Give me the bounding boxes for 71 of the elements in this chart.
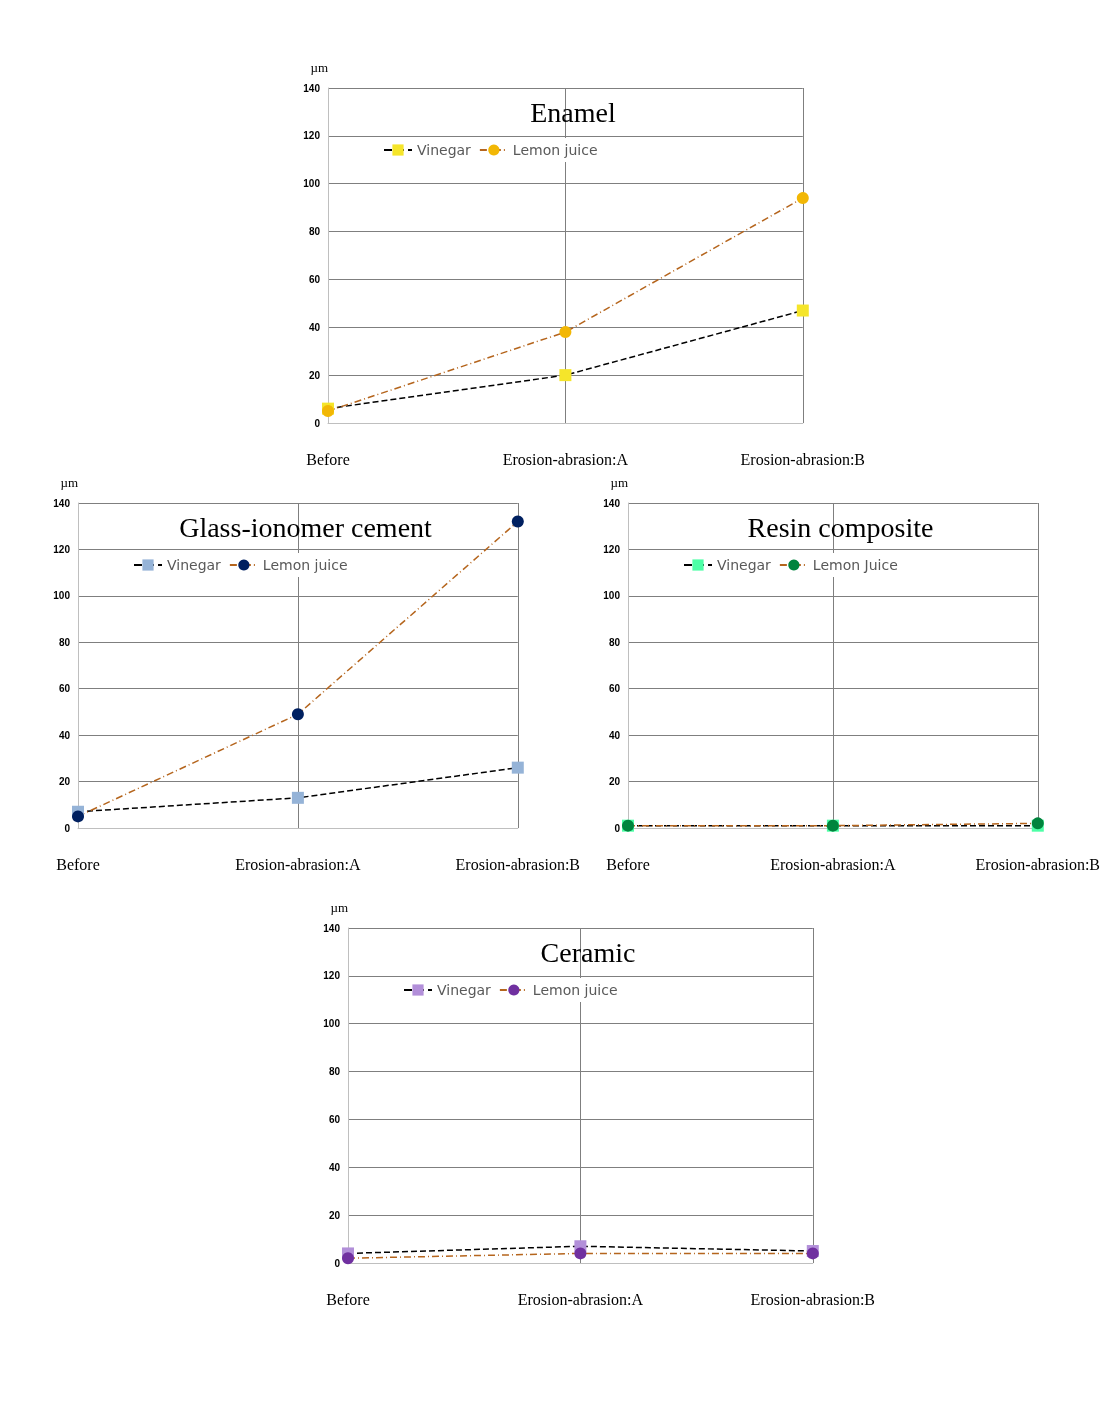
y-tick-label: 20	[308, 369, 321, 381]
x-tick-label: Before	[56, 855, 100, 873]
y-tick-label: 120	[53, 543, 71, 555]
y-tick-label: 40	[58, 729, 71, 741]
legend-label: Lemon Juice	[812, 557, 898, 573]
x-tick-label: Before	[326, 1290, 370, 1308]
y-tick-label: 20	[328, 1209, 341, 1221]
y-axis-title: µm	[60, 475, 78, 490]
y-tick-label: 80	[328, 1066, 341, 1078]
x-tick-label: Erosion-abrasion:B	[750, 1290, 875, 1308]
x-tick-label: Erosion-abrasion:B	[740, 450, 865, 468]
x-tick-label: Erosion-abrasion:A	[235, 855, 361, 873]
y-tick-label: 80	[58, 636, 71, 648]
chart-title: Enamel	[530, 96, 616, 128]
legend-label: Vinegar	[167, 557, 222, 573]
x-tick-label: Erosion-abrasion:A	[502, 450, 629, 468]
y-axis-title: µm	[610, 475, 628, 490]
y-tick-label: 100	[323, 1018, 341, 1030]
point	[511, 761, 524, 774]
y-tick-label: 60	[328, 1113, 341, 1125]
x-tick-label: Before	[606, 855, 650, 873]
x-tick-label: Before	[306, 450, 350, 468]
x-tick-label: Erosion-abrasion:A	[517, 1290, 644, 1308]
chart-title: Ceramic	[540, 936, 636, 968]
y-tick-label: 80	[308, 226, 321, 238]
y-tick-label: 140	[53, 497, 71, 509]
y-tick-label: 0	[314, 417, 321, 429]
point	[342, 1252, 354, 1265]
chart-title: Glass-ionomer cement	[179, 511, 433, 543]
x-tick-label: Erosion-abrasion:B	[455, 855, 580, 873]
y-tick-label: 100	[603, 590, 621, 602]
point	[559, 326, 572, 339]
point	[72, 810, 84, 823]
y-tick-label: 120	[603, 543, 621, 555]
y-tick-label: 20	[608, 776, 621, 788]
legend-label: Lemon juice	[532, 982, 618, 998]
y-tick-label: 140	[603, 497, 621, 509]
point	[796, 304, 809, 317]
y-tick-label: 60	[608, 683, 621, 695]
y-axis-title: µm	[310, 60, 328, 75]
y-tick-label: 120	[303, 130, 321, 142]
y-tick-label: 100	[303, 178, 321, 190]
y-tick-label: 0	[64, 822, 71, 834]
point	[559, 369, 572, 382]
x-tick-label: Erosion-abrasion:A	[770, 855, 896, 873]
y-tick-label: 140	[303, 82, 321, 94]
point	[291, 708, 304, 721]
y-tick-label: 0	[334, 1257, 341, 1269]
y-tick-label: 20	[58, 776, 71, 788]
y-tick-label: 140	[323, 922, 341, 934]
point	[511, 515, 524, 528]
y-axis-title: µm	[330, 900, 348, 915]
legend-label: Lemon juice	[512, 142, 598, 158]
y-tick-label: 40	[608, 729, 621, 741]
chart-title: Resin composite	[747, 511, 934, 543]
point	[574, 1247, 587, 1260]
y-tick-label: 60	[58, 683, 71, 695]
point	[796, 192, 809, 205]
y-tick-label: 0	[614, 822, 621, 834]
y-tick-label: 80	[608, 636, 621, 648]
legend-label: Lemon juice	[262, 557, 348, 573]
y-tick-label: 120	[323, 970, 341, 982]
y-tick-label: 40	[328, 1161, 341, 1173]
legend-label: Vinegar	[717, 557, 772, 573]
x-tick-label: Erosion-abrasion:B	[975, 855, 1100, 873]
y-tick-label: 60	[308, 273, 321, 285]
legend-label: Vinegar	[437, 982, 492, 998]
y-tick-label: 40	[308, 321, 321, 333]
legend-label: Vinegar	[417, 142, 472, 158]
point	[291, 791, 304, 804]
y-tick-label: 100	[53, 590, 71, 602]
